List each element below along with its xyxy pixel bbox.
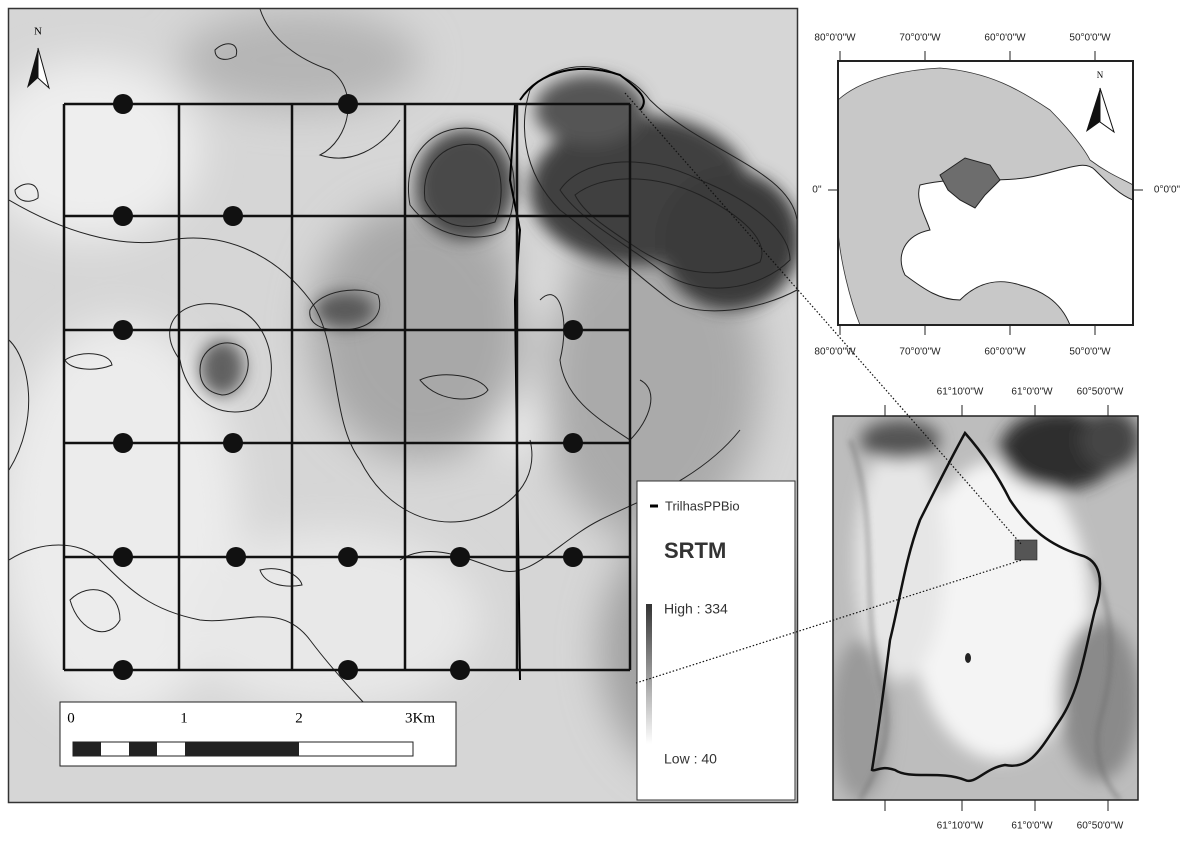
dark-area <box>860 420 940 460</box>
legend-label: TrilhasPPBio <box>665 498 740 513</box>
legend: TrilhasPPBio SRTM High : 334 Low : 40 <box>637 481 795 800</box>
dark-area <box>1080 410 1140 470</box>
legend-title: SRTM <box>664 538 726 563</box>
legend-low: Low : 40 <box>664 751 717 767</box>
scale-label: 0 <box>67 710 75 726</box>
plot-point <box>113 320 133 340</box>
terrain-dark <box>180 10 420 110</box>
figure: N 0 1 2 3Km TrilhasPPBio SRTM High : 334… <box>0 0 1193 837</box>
page: N 0 1 2 3Km TrilhasPPBio SRTM High : 334… <box>0 0 1193 837</box>
scale-segment <box>185 742 299 756</box>
plot-point <box>113 547 133 567</box>
satellite <box>830 410 1140 800</box>
lon-label: 60°50'0"W <box>1077 821 1124 832</box>
plot-point <box>223 206 243 226</box>
scale-label: 1 <box>180 710 188 726</box>
lon-label: 60°50'0"W <box>1077 387 1124 398</box>
hill <box>415 130 515 240</box>
study-grid <box>1015 540 1037 560</box>
plot-point <box>563 320 583 340</box>
plot-point <box>113 660 133 680</box>
lon-label: 61°0'0"W <box>1011 387 1053 398</box>
lon-label: 60°0'0"W <box>984 33 1026 44</box>
lon-label: 50°0'0"W <box>1069 33 1111 44</box>
hill <box>315 292 375 328</box>
scale-segment <box>129 742 157 756</box>
scale-segment <box>73 742 101 756</box>
plot-point <box>450 660 470 680</box>
north-label: N <box>34 26 42 38</box>
hill <box>535 75 645 145</box>
hill <box>660 170 800 310</box>
dark-area <box>830 640 890 800</box>
plot-point <box>338 547 358 567</box>
plot-point <box>450 547 470 567</box>
scale-label: 3Km <box>405 710 435 726</box>
plot-point <box>563 433 583 453</box>
plot-point <box>226 547 246 567</box>
plot-point <box>338 94 358 114</box>
lon-label: 70°0'0"W <box>899 347 941 358</box>
lat-label: 0'' <box>812 185 821 196</box>
lon-label: 80°0'0"W <box>814 33 856 44</box>
plot-point <box>338 660 358 680</box>
lon-label: 61°0'0"W <box>1011 821 1053 832</box>
inset-region: N 80°0'0"W80°0'0"W70°0'0"W70°0'0"W60°0'0… <box>812 33 1180 358</box>
lon-label: 60°0'0"W <box>984 347 1026 358</box>
scale-label: 2 <box>295 710 303 726</box>
legend-ramp <box>646 604 652 744</box>
lon-label: 50°0'0"W <box>1069 347 1111 358</box>
lon-label: 61°10'0"W <box>937 821 984 832</box>
lon-label: 61°10'0"W <box>937 387 984 398</box>
scale-bar: 0 1 2 3Km <box>60 702 456 766</box>
lake <box>965 653 971 663</box>
plot-point <box>563 547 583 567</box>
plot-point <box>223 433 243 453</box>
plot-point <box>113 94 133 114</box>
legend-high: High : 334 <box>664 601 728 617</box>
plot-point <box>113 206 133 226</box>
lon-label: 70°0'0"W <box>899 33 941 44</box>
inset-reserve: 61°10'0"W 61°10'0"W 61°0'0"W 61°0'0"W 60°50'… <box>830 387 1140 832</box>
north-label: N <box>1097 70 1104 80</box>
lat-label: 0°0'0" <box>1154 185 1181 196</box>
plot-point <box>113 433 133 453</box>
